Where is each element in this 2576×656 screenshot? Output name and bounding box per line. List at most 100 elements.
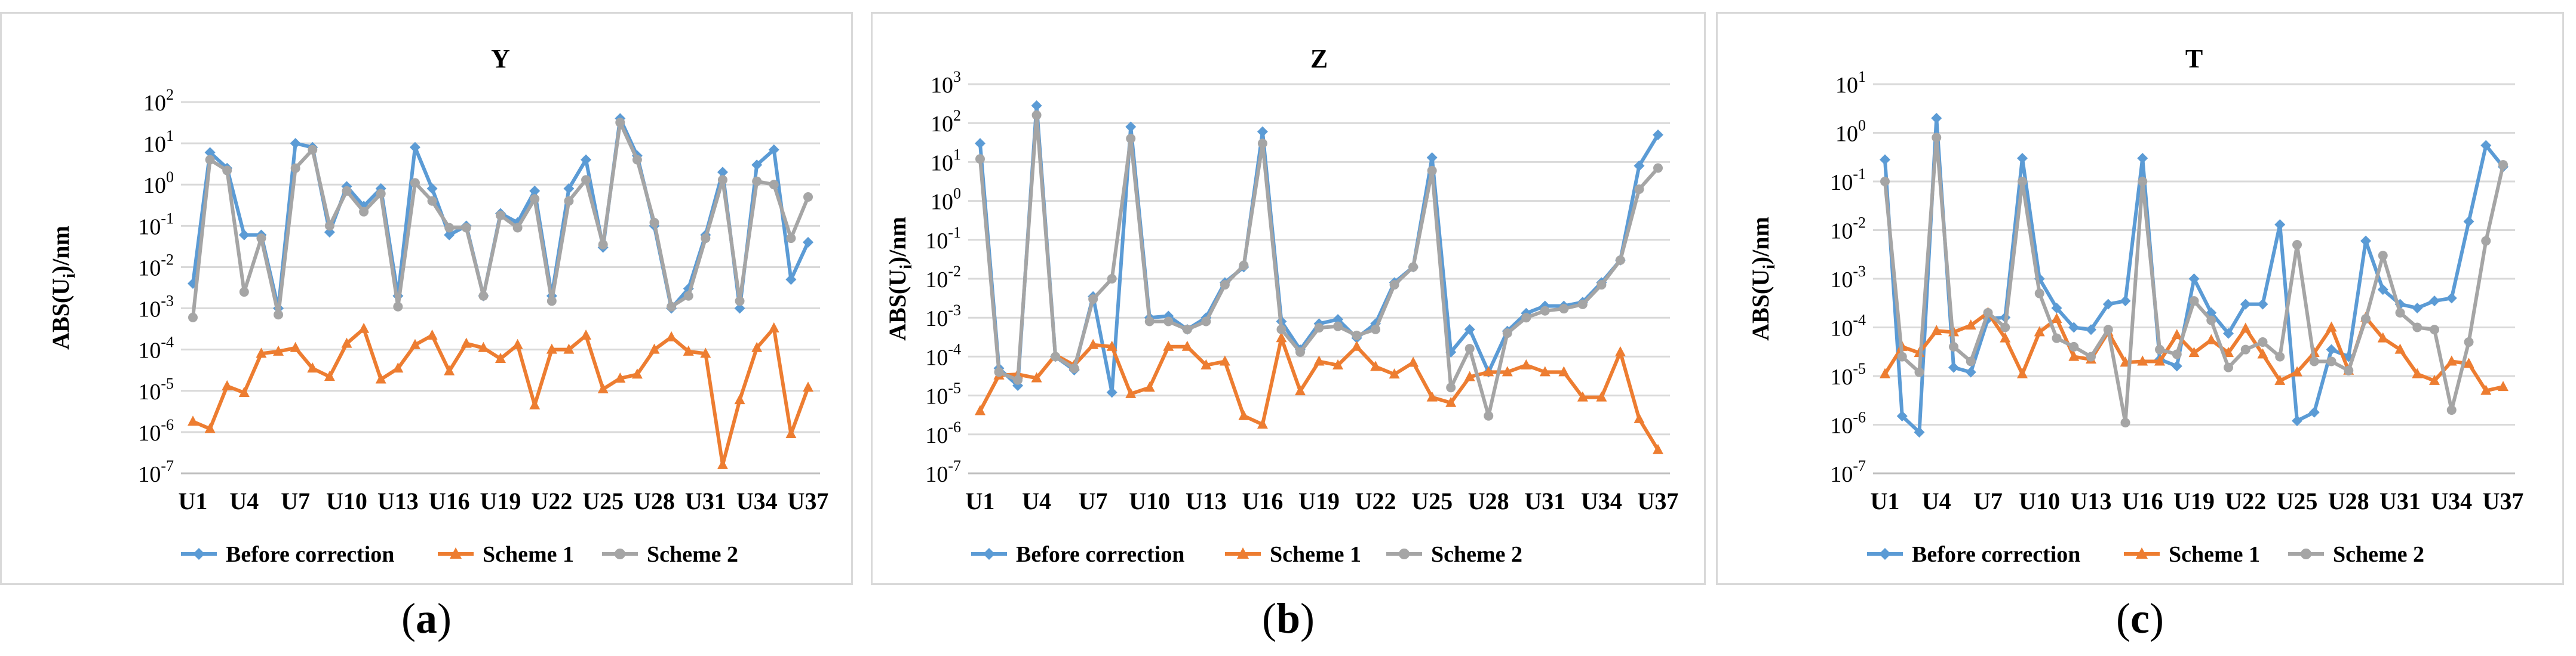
data-point-before (2360, 235, 2371, 247)
data-point-before (1965, 367, 1976, 378)
legend-label: Scheme 2 (1431, 542, 1522, 567)
legend-marker (2301, 549, 2311, 559)
y-tick-label: 100 (1835, 117, 1866, 147)
data-point-scheme1 (2000, 332, 2011, 343)
data-point-scheme2 (1201, 316, 1211, 327)
legend-marker (2136, 547, 2148, 559)
y-tick-base: 10 (1835, 73, 1858, 98)
y-tick-exponent: -3 (948, 301, 961, 319)
data-point-scheme2 (2378, 251, 2388, 261)
data-point-scheme1 (1965, 319, 1976, 330)
data-point-before (1445, 346, 1457, 358)
data-point-before (2429, 295, 2440, 307)
data-point-scheme1 (631, 368, 643, 379)
data-point-scheme2 (1949, 341, 1958, 352)
y-tick-exponent: -4 (1853, 312, 1866, 329)
y-tick-exponent: -7 (948, 457, 961, 475)
series-line-before (978, 104, 1660, 395)
data-point-scheme1 (1219, 355, 1230, 366)
data-point-scheme2 (1220, 280, 1230, 290)
data-point-before (290, 138, 301, 149)
data-point-scheme1 (341, 337, 352, 348)
data-point-scheme1 (1445, 396, 1457, 407)
y-axis-label: ABS(Ui)/nm (47, 226, 79, 350)
data-point-before (1125, 121, 1137, 133)
y-tick-base: 10 (1835, 122, 1858, 147)
y-tick-exponent: -1 (1853, 165, 1866, 183)
data-point-before (426, 183, 438, 194)
data-point-scheme1 (1521, 359, 1532, 369)
x-tick-label: U34 (736, 488, 778, 515)
y-tick-base: 10 (925, 267, 948, 292)
data-point-scheme1 (2240, 322, 2251, 333)
data-point-scheme2 (1932, 133, 1942, 143)
data-point-scheme2 (2498, 160, 2508, 170)
y-tick-exponent: -6 (948, 418, 961, 436)
y-tick-exponent: -5 (161, 375, 174, 392)
data-point-scheme2 (393, 301, 403, 312)
data-point-scheme2 (2172, 349, 2182, 359)
data-point-before (204, 147, 216, 158)
y-axis-label-main: ABS(U (47, 278, 74, 350)
y-tick-base: 10 (925, 345, 948, 370)
chart-panel-b: Z 103 102 101 100 10-1 10-2 10-3 10-4 10-5 10-6 10-… (871, 12, 1706, 585)
data-point-scheme2 (735, 296, 745, 306)
data-point-before (1332, 314, 1344, 325)
data-point-scheme1 (2223, 347, 2234, 358)
data-point-scheme1 (1502, 366, 1513, 377)
legend-label: Scheme 1 (1270, 542, 1361, 567)
y-tick-base: 10 (931, 112, 953, 137)
chart-title: Y (491, 44, 510, 73)
data-point-scheme2 (1464, 344, 1475, 354)
data-point-scheme2 (530, 194, 540, 204)
data-point-scheme2 (324, 221, 334, 231)
data-point-before (1031, 100, 1042, 112)
data-point-scheme2 (1521, 313, 1531, 323)
data-point-scheme2 (1163, 316, 1174, 327)
data-point-scheme2 (427, 196, 437, 206)
data-point-scheme2 (1126, 134, 1136, 144)
panel-label-b: (b) (1261, 595, 1315, 642)
data-point-scheme2 (2395, 307, 2405, 318)
data-point-scheme2 (2224, 362, 2233, 372)
y-axis-label-main: ABS(U (884, 269, 911, 341)
data-point-scheme1 (803, 381, 813, 392)
data-point-scheme1 (2394, 343, 2406, 354)
data-point-before (2326, 344, 2337, 355)
y-tick-label: 101 (143, 127, 174, 157)
y-tick-label: 10-7 (138, 457, 174, 487)
data-point-scheme1 (1653, 444, 1663, 454)
data-point-scheme1 (2257, 348, 2268, 359)
data-point-scheme2 (649, 217, 659, 227)
data-point-before (2171, 361, 2182, 372)
y-tick-exponent: -7 (1853, 457, 1866, 475)
y-axis-label: ABS(Ui)/nm (1747, 217, 1779, 341)
x-tick-label: U22 (2225, 488, 2266, 515)
data-point-scheme1 (1106, 340, 1117, 351)
data-point-scheme2 (1596, 280, 1607, 290)
data-point-scheme1 (2412, 368, 2423, 378)
data-point-scheme1 (2274, 374, 2286, 385)
data-point-scheme2 (1653, 163, 1663, 173)
data-point-scheme2 (2292, 240, 2302, 250)
y-tick-base: 10 (931, 73, 953, 98)
y-tick-label: 10-3 (138, 292, 174, 322)
y-tick-label: 100 (931, 185, 961, 215)
y-axis-label-sub: i (897, 264, 916, 269)
data-point-scheme2 (2206, 315, 2216, 325)
y-tick-exponent: 0 (166, 168, 174, 186)
chart-title: Z (1310, 44, 1328, 73)
data-point-scheme2 (1615, 255, 1625, 265)
y-tick-exponent: -2 (161, 251, 174, 268)
y-tick-base: 10 (143, 91, 166, 116)
data-point-before (529, 185, 541, 196)
data-point-before (2257, 298, 2268, 310)
data-point-scheme2 (2481, 236, 2491, 246)
data-point-scheme2 (2086, 352, 2096, 362)
data-point-scheme1 (2017, 368, 2028, 378)
y-tick-label: 102 (143, 86, 174, 116)
data-point-before (2308, 406, 2320, 418)
data-point-scheme1 (1483, 366, 1494, 377)
y-tick-base: 10 (925, 384, 948, 409)
data-point-scheme2 (1427, 165, 1437, 175)
